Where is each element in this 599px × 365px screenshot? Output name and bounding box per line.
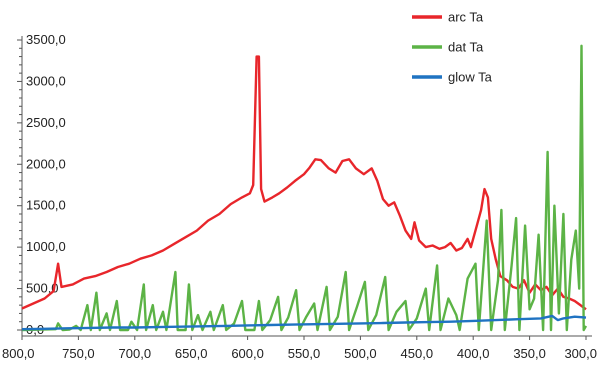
x-tick-label: 600,0 <box>231 346 264 361</box>
y-tick-label: 500,0 <box>26 281 59 296</box>
y-tick-label: 3000,0 <box>26 73 66 88</box>
x-tick-label: 350,0 <box>513 346 546 361</box>
series-line-dat-ta <box>21 44 588 332</box>
x-tick-label: 650,0 <box>175 346 208 361</box>
x-tick-label: 300,0 <box>564 346 597 361</box>
x-tick-label: 700,0 <box>119 346 152 361</box>
y-tick-label: 1000,0 <box>26 239 66 254</box>
y-tick-label: 2500,0 <box>26 115 66 130</box>
legend: arc Ta dat Ta glow Ta <box>412 10 493 85</box>
x-tick-label: 400,0 <box>457 346 490 361</box>
x-tick-label: 750,0 <box>62 346 95 361</box>
y-tick-label: 2000,0 <box>26 156 66 171</box>
x-tick-label: 550,0 <box>288 346 321 361</box>
y-tick-label: 3500,0 <box>26 32 66 47</box>
x-tick-label: 800,0 <box>2 346 35 361</box>
x-tick-label: 450,0 <box>401 346 434 361</box>
legend-label-glow-ta: glow Ta <box>448 70 493 85</box>
legend-label-dat-ta: dat Ta <box>448 40 484 55</box>
y-tick-label: 1500,0 <box>26 198 66 213</box>
series-line-arc-ta <box>21 55 587 311</box>
axes: 0,0500,01000,01500,02000,02500,03000,035… <box>2 32 597 361</box>
plot-area <box>21 44 588 332</box>
legend-label-arc-ta: arc Ta <box>448 10 484 25</box>
x-tick-label: 500,0 <box>344 346 377 361</box>
series-line-glow-ta <box>21 314 587 331</box>
